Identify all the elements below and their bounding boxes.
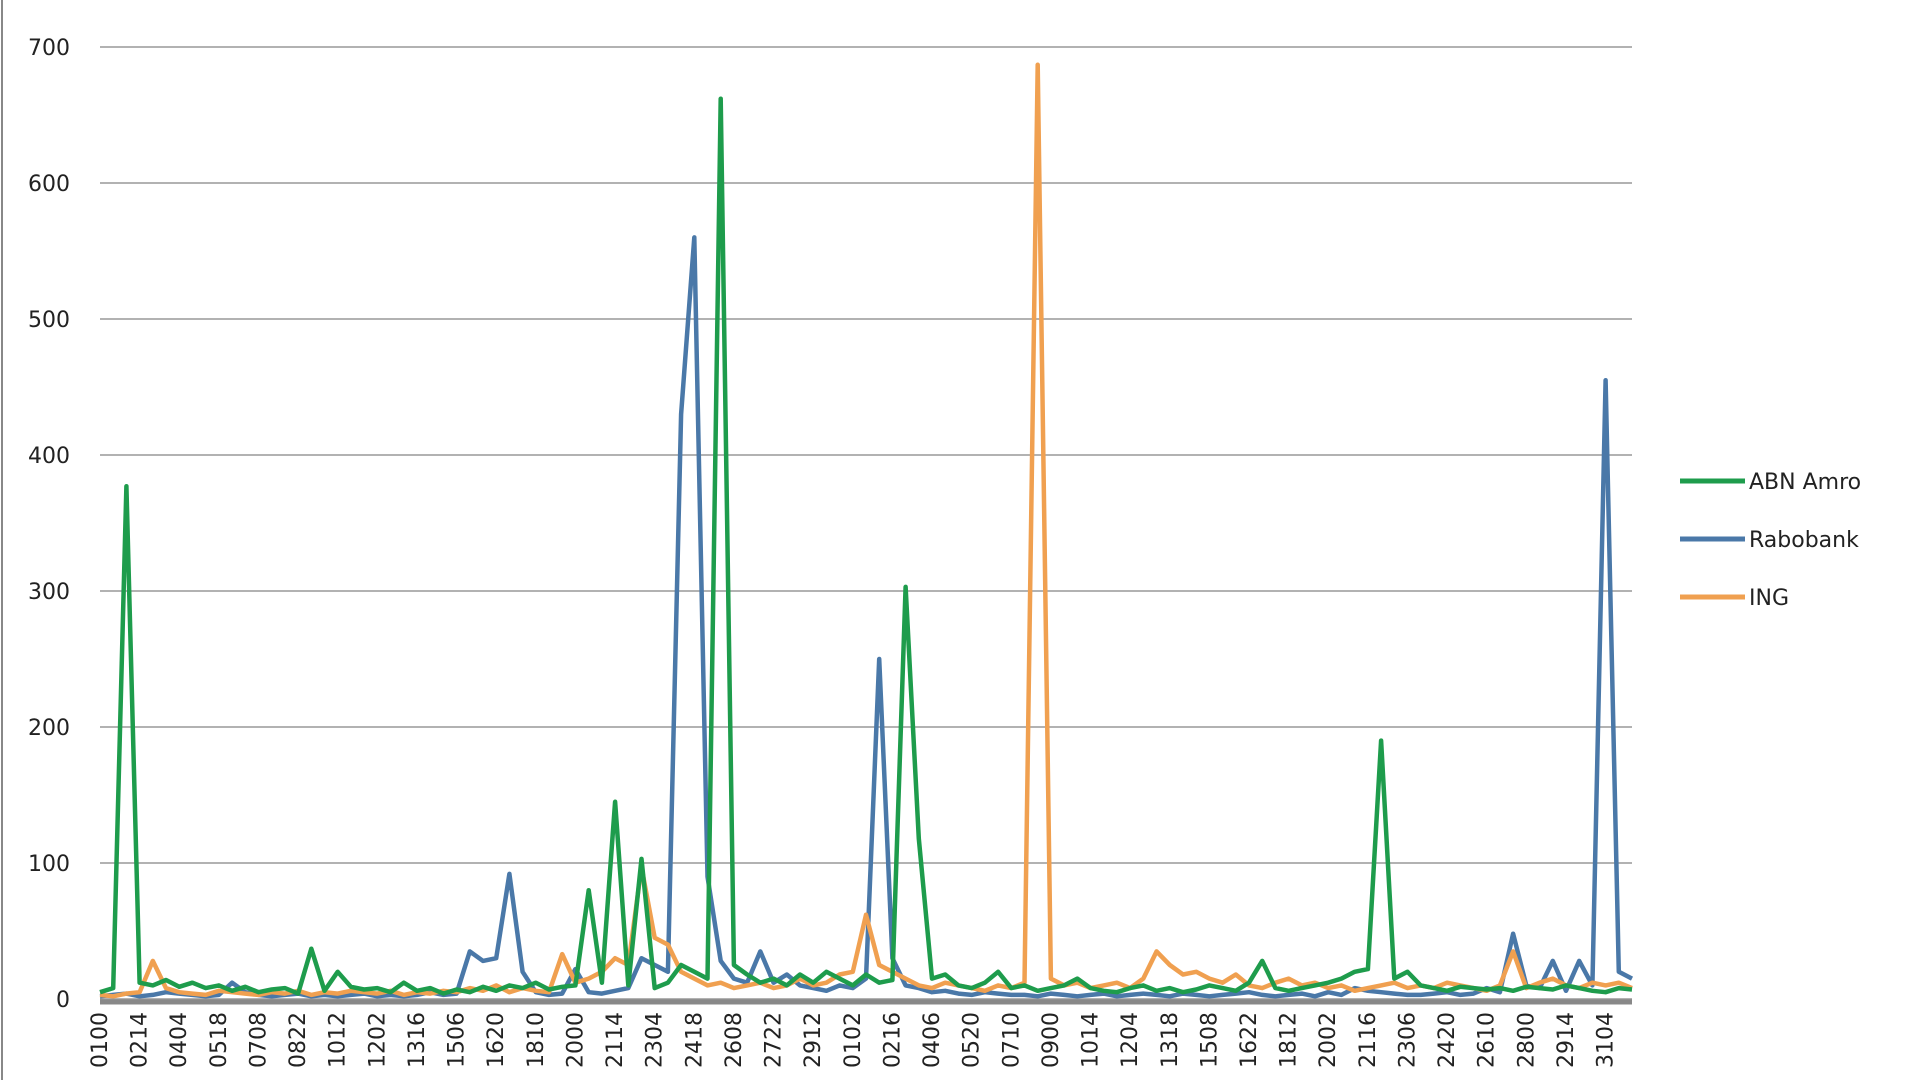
x-tick-label: 0404	[167, 1012, 192, 1068]
y-tick-label: 100	[28, 852, 70, 877]
x-tick-label: 1506	[445, 1012, 470, 1068]
x-tick-label: 1812	[1277, 1012, 1302, 1068]
y-tick-label: 0	[56, 988, 70, 1013]
x-tick-label: 1508	[1197, 1012, 1222, 1068]
x-tick-label: 0708	[246, 1012, 271, 1068]
legend-label: Rabobank	[1749, 528, 1859, 553]
y-tick-label: 300	[28, 580, 70, 605]
x-tick-label: 2304	[643, 1012, 668, 1068]
legend-label: ABN Amro	[1749, 470, 1861, 495]
y-tick-label: 200	[28, 716, 70, 741]
x-tick-label: 0710	[999, 1012, 1024, 1068]
x-tick-label: 2912	[801, 1012, 826, 1068]
x-tick-label: 1316	[405, 1012, 430, 1068]
series-line	[99, 96, 1633, 996]
x-tick-label: 0822	[286, 1012, 311, 1068]
x-tick-label: 2610	[1475, 1012, 1500, 1068]
x-tick-label: 0102	[841, 1012, 866, 1068]
x-tick-label: 0518	[207, 1012, 232, 1068]
x-tick-label: 0214	[128, 1012, 153, 1068]
series-line	[99, 235, 1634, 999]
x-tick-label: 1012	[326, 1012, 351, 1068]
x-tick-label: 2000	[563, 1012, 588, 1068]
x-tick-label: 1204	[1118, 1012, 1143, 1068]
y-tick-label: 500	[28, 308, 70, 333]
x-tick-label: 2800	[1514, 1012, 1539, 1068]
x-tick-label: 2114	[603, 1012, 628, 1068]
x-tick-label: 1202	[365, 1012, 390, 1068]
x-tick-label: 0900	[1039, 1012, 1064, 1068]
y-tick-label: 400	[28, 444, 70, 469]
x-tick-label: 1620	[484, 1012, 509, 1068]
x-tick-label: 2420	[1435, 1012, 1460, 1068]
y-tick-label: 600	[28, 172, 70, 197]
x-tick-label: 2418	[682, 1012, 707, 1068]
x-tick-label: 2002	[1316, 1012, 1341, 1068]
x-tick-label: 1810	[524, 1012, 549, 1068]
x-tick-label: 0100	[88, 1012, 113, 1068]
x-tick-label: 0216	[880, 1012, 905, 1068]
x-tick-label: 0520	[960, 1012, 985, 1068]
series-line	[99, 62, 1633, 999]
x-tick-label: 1622	[1237, 1012, 1262, 1068]
x-tick-label: 2116	[1356, 1012, 1381, 1068]
x-tick-label: 2722	[762, 1012, 787, 1068]
x-tick-label: 2914	[1554, 1012, 1579, 1068]
x-tick-label: 2306	[1395, 1012, 1420, 1068]
legend-label: ING	[1749, 586, 1789, 611]
x-tick-label: 3104	[1594, 1012, 1619, 1068]
x-tick-label: 1318	[1158, 1012, 1183, 1068]
y-tick-label: 700	[28, 36, 70, 61]
x-tick-label: 1014	[1079, 1012, 1104, 1068]
x-tick-label: 0406	[920, 1012, 945, 1068]
x-tick-label: 2608	[722, 1012, 747, 1068]
